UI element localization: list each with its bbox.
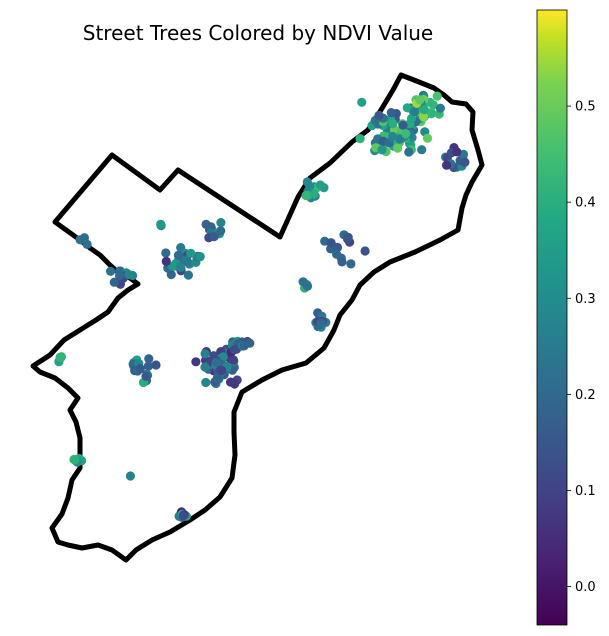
tree-point: [401, 129, 411, 139]
tree-point: [309, 189, 319, 199]
colorbar-tick-label: 0.0: [575, 580, 596, 595]
tree-point: [106, 266, 116, 276]
tree-point: [161, 248, 171, 258]
tree-point: [180, 255, 190, 265]
tree-point: [173, 250, 183, 260]
tree-point: [229, 345, 239, 355]
tree-point: [183, 270, 193, 280]
tree-point: [218, 352, 228, 362]
tree-point: [301, 190, 311, 201]
tree-point: [442, 160, 452, 170]
colorbar-gradient: [536, 9, 568, 626]
tree-point: [228, 355, 239, 365]
tree-point: [426, 109, 436, 119]
map-area: [30, 72, 485, 563]
colorbar-ticks: 0.0 0.1 0.2 0.3 0.4 0.5: [567, 100, 596, 595]
tree-point: [302, 281, 313, 291]
tree-point: [452, 147, 462, 157]
tree-point: [409, 107, 420, 117]
tree-point: [201, 377, 211, 388]
tree-point: [388, 119, 398, 129]
colorbar-tick-label: 0.3: [575, 292, 596, 307]
tree-point: [211, 357, 221, 367]
tree-point: [175, 262, 186, 272]
tree-point: [55, 352, 65, 362]
city-boundary: [30, 72, 485, 563]
tree-point: [144, 354, 154, 364]
tree-point: [200, 349, 210, 359]
tree-point: [346, 259, 356, 269]
colorbar-tick-label: 0.2: [575, 388, 596, 403]
tree-point: [374, 110, 384, 120]
tree-point: [418, 112, 429, 122]
colorbar-tick-label: 0.4: [575, 196, 596, 211]
tree-point: [417, 145, 427, 155]
tree-point: [141, 371, 151, 381]
tree-point: [404, 147, 414, 157]
tree-point: [239, 341, 249, 351]
tree-point: [316, 318, 326, 328]
tree-point: [209, 232, 219, 242]
tree-point: [398, 120, 408, 130]
tree-point: [156, 219, 166, 229]
tree-point: [402, 103, 412, 113]
colorbar-tick-label: 0.1: [575, 484, 596, 499]
tree-point: [377, 145, 387, 155]
tree-point: [386, 108, 396, 118]
tree-points: [54, 90, 470, 522]
tree-point: [422, 133, 433, 143]
tree-point: [305, 181, 315, 191]
tree-point: [355, 134, 365, 144]
tree-point: [337, 257, 347, 267]
tree-point: [343, 232, 353, 242]
tree-point: [460, 157, 470, 167]
chart-title: Street Trees Colored by NDVI Value: [83, 21, 433, 45]
tree-point: [200, 362, 210, 372]
colorbar: 0.0 0.1 0.2 0.3 0.4 0.5: [536, 9, 596, 626]
tree-point: [191, 357, 201, 367]
tree-point: [360, 246, 370, 256]
tree-point: [109, 277, 119, 287]
tree-point: [315, 180, 325, 190]
tree-point: [161, 256, 171, 266]
tree-point: [186, 248, 196, 258]
tree-point: [143, 361, 153, 371]
tree-point: [124, 270, 134, 280]
tree-point: [395, 134, 405, 144]
tree-point: [115, 270, 125, 280]
tree-point: [432, 91, 442, 101]
tree-point: [388, 131, 398, 142]
tree-point: [326, 238, 336, 248]
tree-point: [216, 226, 226, 236]
tree-point: [217, 365, 227, 376]
colorbar-tick-label: 0.5: [575, 100, 596, 115]
tree-point: [435, 103, 445, 113]
tree-point: [419, 105, 429, 115]
tree-point: [70, 455, 80, 465]
tree-point: [79, 233, 89, 243]
tree-point: [135, 364, 145, 374]
tree-point: [357, 97, 367, 107]
tree-point: [415, 95, 425, 105]
tree-point: [151, 360, 161, 370]
tree-point: [393, 143, 403, 153]
tree-point: [178, 511, 188, 521]
tree-point: [226, 377, 236, 387]
tree-point: [216, 218, 226, 228]
tree-point: [195, 252, 205, 262]
tree-point: [125, 471, 135, 481]
